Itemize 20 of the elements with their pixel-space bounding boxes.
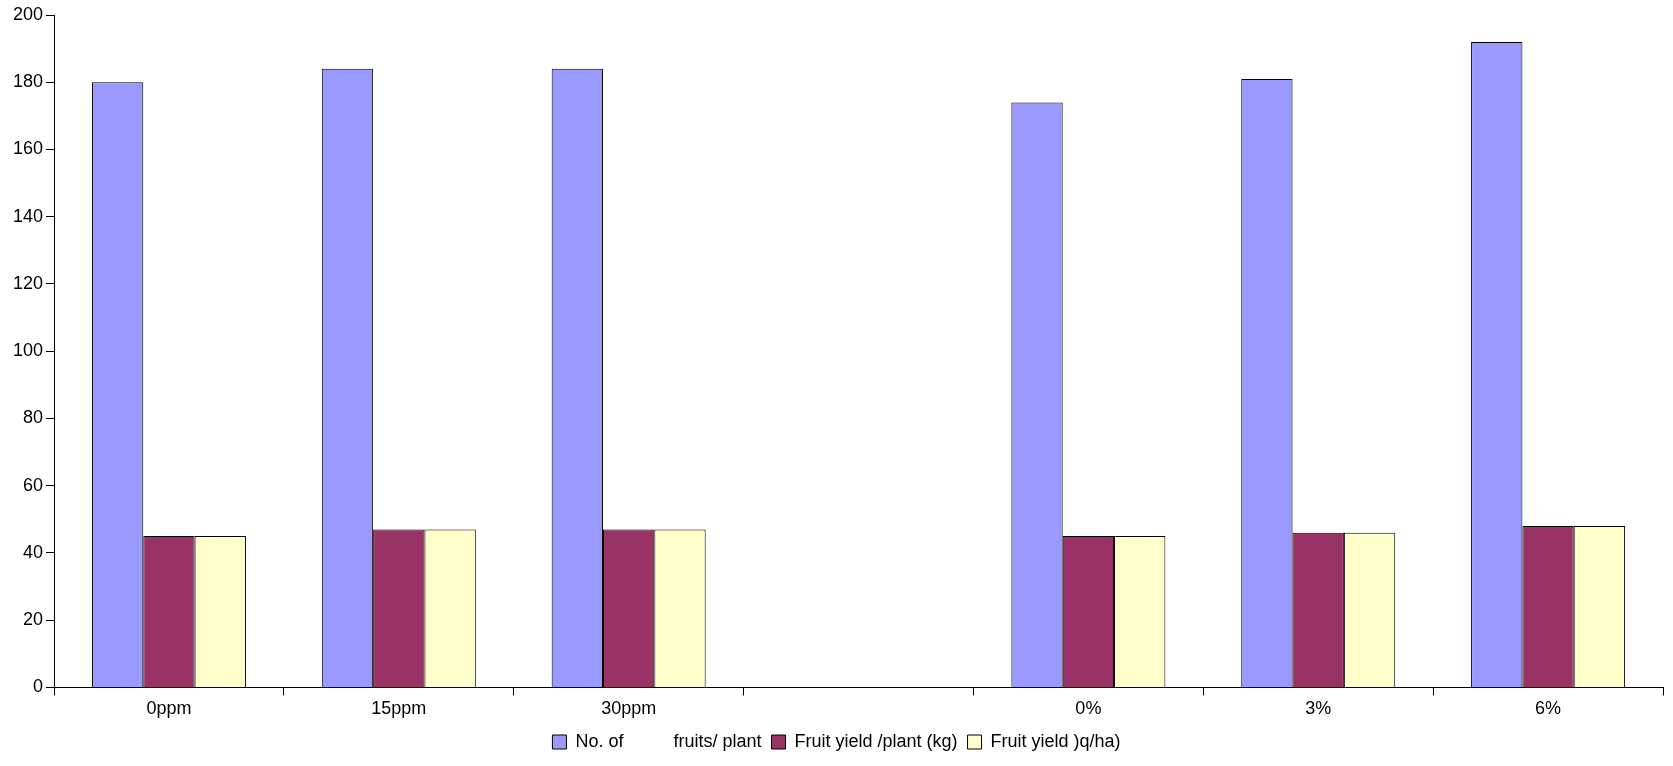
legend-label: Fruit yield )q/ha) <box>990 730 1121 751</box>
x-tick-label: 0ppm <box>146 698 192 719</box>
y-tick-label: 60 <box>23 474 44 495</box>
x-tick-label: 3% <box>1305 698 1332 719</box>
y-tick-label: 140 <box>12 205 44 226</box>
y-tick-label: 40 <box>23 541 44 562</box>
y-tick-label: 100 <box>12 340 44 361</box>
y-tick-label: 120 <box>12 272 44 293</box>
y-tick-label: 20 <box>23 609 44 630</box>
x-tick-label: 15ppm <box>371 698 427 719</box>
legend-label: Fruit yield /plant (kg) <box>794 730 958 751</box>
y-tick-label: 80 <box>23 407 44 428</box>
legend-label: No. of fruits/ plant <box>575 730 762 751</box>
y-tick-label: 0 <box>33 676 44 697</box>
x-tick-label: 6% <box>1535 698 1562 719</box>
y-tick-label: 200 <box>12 3 44 24</box>
x-tick-label: 30ppm <box>601 698 657 719</box>
x-tick-label: 0% <box>1075 698 1102 719</box>
y-tick-label: 160 <box>12 138 44 159</box>
y-tick-label: 180 <box>12 71 44 92</box>
